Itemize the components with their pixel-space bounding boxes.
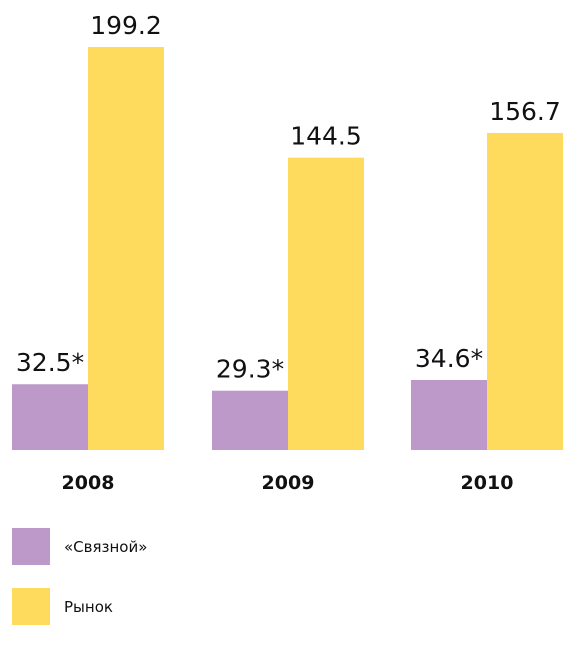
legend-swatch-market [12, 588, 50, 625]
x-axis-tick-labels: 2008 2009 2010 [62, 472, 514, 494]
legend-item-svyaznoy: «Связной» [12, 528, 147, 565]
x-tick-label-2008: 2008 [62, 472, 115, 494]
legend-swatch-svyaznoy [12, 528, 50, 565]
legend-label-market: Рынок [64, 597, 113, 616]
x-tick-label-2009: 2009 [262, 472, 315, 494]
data-label-svyaznoy-2010: 34.6* [415, 344, 483, 373]
data-label-market-2009: 144.5 [290, 122, 362, 151]
x-tick-label-2010: 2010 [461, 472, 514, 494]
bar-market-2009 [288, 157, 364, 450]
bar-svyaznoy-2010 [411, 380, 487, 450]
bar-svyaznoy-2008 [12, 384, 88, 450]
bars-layer [12, 47, 563, 450]
data-label-market-2010: 156.7 [489, 97, 561, 126]
legend-label-svyaznoy: «Связной» [64, 537, 148, 556]
data-label-svyaznoy-2009: 29.3* [216, 355, 284, 384]
value-labels-layer: 32.5* 199.2 29.3* 144.5 34.6* 156.7 [16, 11, 561, 384]
bar-chart: 32.5*199.229.3*144.534.6*156.7 2008 2009 2… [12, 11, 563, 494]
data-label-market-2008: 199.2 [90, 11, 162, 40]
bar-market-2008 [88, 47, 164, 450]
bar-market-2010 [487, 132, 563, 450]
legend-item-market: Рынок [12, 588, 147, 625]
bar-svyaznoy-2009 [212, 390, 288, 450]
data-label-svyaznoy-2008: 32.5* [16, 348, 84, 377]
legend: «Связной» Рынок [12, 528, 147, 648]
